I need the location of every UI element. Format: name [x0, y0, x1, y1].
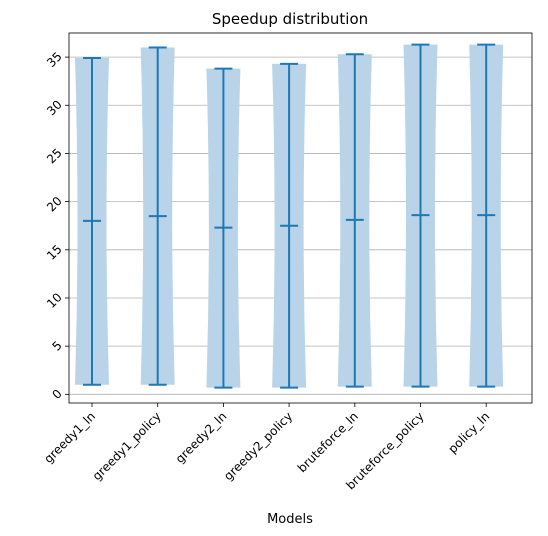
plot-frame [68, 32, 533, 404]
x-tick-label: policy_ln [445, 409, 492, 456]
y-tick-label: 35 [44, 49, 65, 70]
y-tick-label: 10 [44, 290, 65, 311]
y-tick-label: 15 [44, 242, 65, 263]
x-tick-label: greedy2_ln [173, 409, 230, 466]
y-tick-label: 25 [44, 146, 65, 167]
x-axis-label: Models [267, 512, 313, 527]
y-tick-label: 0 [49, 387, 64, 402]
y-tick-label: 5 [49, 338, 64, 353]
y-tick-label: 20 [44, 194, 65, 215]
y-axis-ticks: 0 5 10 15 20 25 30 35 [44, 49, 69, 402]
x-tick-label: greedy2_policy [221, 409, 295, 483]
x-tick-label: bruteforce_ln [295, 409, 361, 475]
x-tick-label: greedy1_policy [90, 409, 164, 483]
x-tick-label: greedy1_ln [41, 409, 98, 466]
violin-range-lines [83, 43, 496, 389]
y-tick-label: 30 [44, 97, 65, 118]
chart-title: Speedup distribution [212, 10, 368, 28]
